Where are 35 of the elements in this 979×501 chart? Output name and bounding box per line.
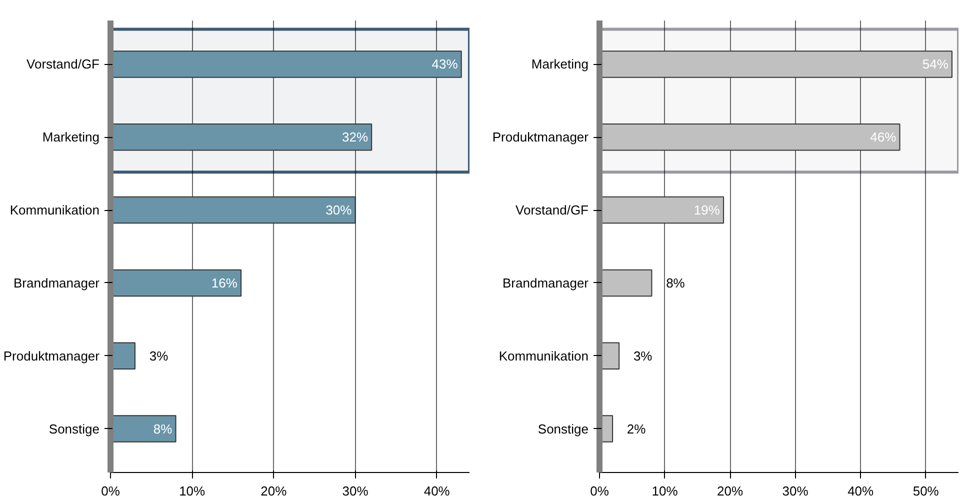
data-label: 8% <box>153 421 173 436</box>
x-tick-label: 10% <box>652 484 678 498</box>
data-label: 16% <box>211 275 238 290</box>
x-tick-label: 0% <box>101 484 120 498</box>
x-tick-label: 20% <box>717 484 744 498</box>
data-label: 54% <box>922 56 949 72</box>
y-tick-label: Kommunikation <box>498 348 589 364</box>
x-tick-label: 40% <box>848 484 874 498</box>
y-tick-label: Vorstand/GF <box>516 202 589 218</box>
x-tick-label: 10% <box>179 484 206 498</box>
data-label: 8% <box>666 275 686 290</box>
data-label: 46% <box>870 130 897 145</box>
x-tick-label: 40% <box>424 484 450 498</box>
data-label: 2% <box>626 421 646 436</box>
x-tick-label: 30% <box>342 484 369 498</box>
x-tick-label: 30% <box>782 484 809 498</box>
data-label: 3% <box>149 348 169 364</box>
y-tick-label: Sonstige <box>48 421 100 436</box>
y-tick-label: Vorstand/GF <box>26 56 100 72</box>
y-tick-label: Brandmanager <box>502 275 590 290</box>
data-label: 19% <box>694 202 720 218</box>
y-tick-label: Kommunikation <box>10 202 100 218</box>
y-tick-label: Marketing <box>42 130 100 145</box>
y-tick-label: Marketing <box>531 56 588 72</box>
x-tick-label: 50% <box>912 484 940 498</box>
x-tick-label: 0% <box>590 484 610 498</box>
y-tick-label: Sonstige <box>538 421 589 436</box>
data-label: 32% <box>342 130 368 145</box>
data-label: 43% <box>432 56 458 72</box>
data-label: 3% <box>633 348 653 364</box>
y-tick-label: Produktmanager <box>492 130 590 145</box>
data-label: 30% <box>326 202 352 218</box>
y-tick-label: Produktmanager <box>3 348 100 364</box>
x-tick-label: 20% <box>260 484 288 498</box>
y-tick-label: Brandmanager <box>14 275 100 290</box>
